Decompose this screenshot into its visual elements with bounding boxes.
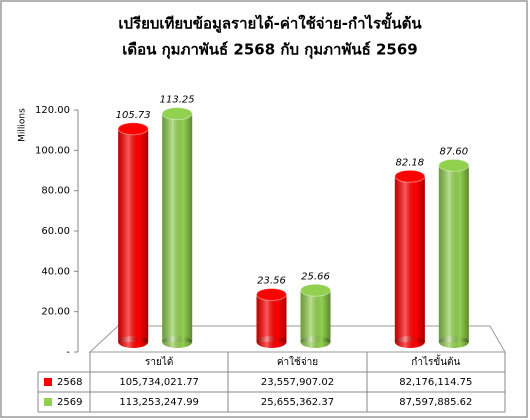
y-tick-label: - (66, 347, 70, 358)
bar-top (300, 283, 331, 297)
legend-swatch (44, 378, 52, 386)
bar-body-shade (162, 113, 193, 342)
legend-label: 2568 (57, 377, 82, 388)
value-label: 105.73 (116, 110, 151, 121)
y-tick-label: 20.00 (41, 307, 70, 318)
y-tick-label: 120.00 (35, 105, 70, 116)
bar (394, 169, 426, 348)
x-tick-label: กำไรขั้นต้น (411, 354, 460, 368)
table-cell: 87,597,885.62 (399, 397, 472, 408)
y-tick-label: 40.00 (41, 266, 70, 277)
y-axis-label: Millions (18, 108, 28, 142)
bar-body-shade (118, 128, 149, 342)
bar-body-shade (394, 176, 425, 342)
bar-top (438, 158, 470, 172)
bar (256, 287, 287, 348)
bar (117, 122, 149, 348)
x-tick-label: ค่าใช้จ่าย (277, 356, 318, 368)
bar-top (117, 122, 149, 136)
bar-top (394, 169, 426, 183)
value-label: 25.66 (301, 271, 330, 282)
table-cell: 113,253,247.99 (119, 397, 199, 408)
bar-body-shade (438, 165, 469, 342)
bar-body-shade (300, 290, 331, 342)
bar-body-shade (256, 294, 287, 342)
legend-swatch (44, 398, 52, 406)
bar (161, 107, 193, 348)
bar (300, 283, 331, 348)
chart-title: เปรียบเทียบข้อมูลรายได้-ค่าใช้จ่าย-กำไรข… (118, 12, 422, 34)
bar-top (256, 287, 287, 301)
value-label: 87.60 (440, 146, 469, 157)
bar-top (161, 107, 193, 121)
table-cell: 82,176,114.75 (399, 377, 472, 388)
y-tick-label: 100.00 (35, 145, 70, 156)
x-tick-label: รายได้ (145, 356, 173, 368)
value-label: 82.18 (396, 157, 425, 168)
value-label: 23.56 (257, 275, 286, 286)
table-cell: 105,734,021.77 (119, 377, 199, 388)
table-cell: 23,557,907.02 (261, 377, 334, 388)
legend-label: 2569 (57, 397, 82, 408)
bar (438, 158, 470, 348)
y-tick-label: 80.00 (41, 186, 70, 197)
value-label: 113.25 (160, 95, 195, 106)
table-cell: 25,655,362.37 (261, 397, 334, 408)
y-tick-label: 60.00 (41, 226, 70, 237)
data-table (37, 352, 506, 413)
chart-subtitle: เดือน กุมภาพันธ์ 2568 กับ กุมภาพันธ์ 256… (122, 41, 418, 60)
